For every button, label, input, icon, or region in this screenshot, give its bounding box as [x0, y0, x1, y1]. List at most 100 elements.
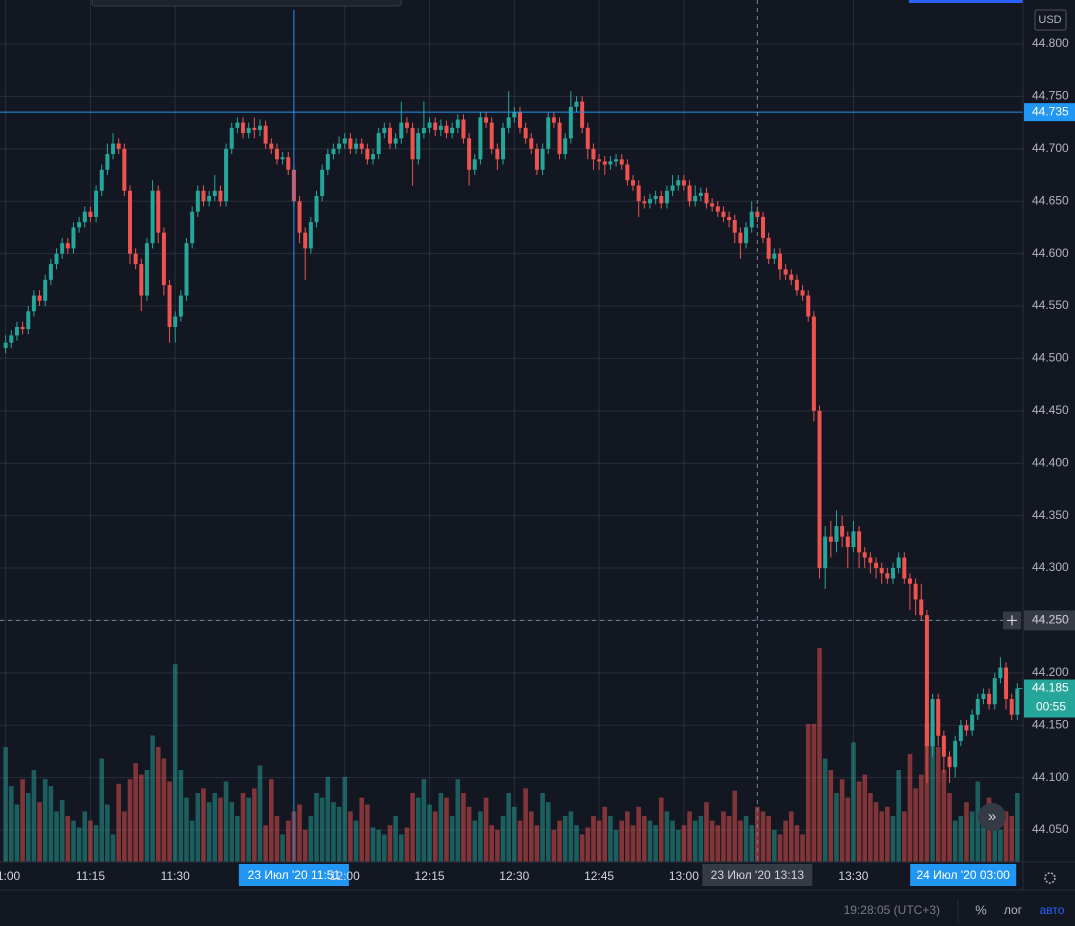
candle-body: [517, 112, 522, 128]
candle-body: [144, 243, 149, 296]
candle-body: [354, 143, 359, 149]
percent-button[interactable]: %: [975, 902, 987, 917]
auto-button[interactable]: авто: [1040, 903, 1065, 917]
volume-bar: [20, 779, 25, 862]
volume-bar: [591, 816, 596, 862]
volume-bar: [851, 742, 856, 862]
candle-body: [150, 190, 155, 244]
volume-bar: [613, 829, 619, 862]
candle-body: [88, 211, 93, 217]
candle-body: [681, 180, 686, 186]
volume-bar: [25, 793, 31, 862]
candle-body: [631, 180, 636, 186]
candle-body: [65, 243, 70, 249]
volume-bar: [252, 788, 257, 862]
candle-body: [195, 190, 200, 212]
volume-bar: [410, 793, 415, 862]
volume-bar: [195, 793, 201, 862]
candle-body: [489, 122, 494, 149]
volume-bar: [534, 825, 540, 862]
candle-body: [421, 127, 426, 134]
candle-body: [885, 573, 890, 579]
candle-body: [653, 195, 658, 200]
volume-bar: [749, 825, 755, 862]
candle-body: [896, 557, 901, 569]
volume-bar: [528, 811, 534, 862]
volume-bar: [483, 797, 489, 862]
settings-icon[interactable]: [1044, 872, 1056, 884]
candle-body: [512, 112, 517, 118]
volume-bar: [201, 788, 206, 862]
volume-bar: [952, 820, 958, 862]
candle-body: [495, 148, 500, 160]
candle-body: [161, 232, 166, 286]
candle-body: [139, 264, 144, 296]
candle-body: [625, 164, 630, 181]
candle-body: [156, 190, 161, 233]
candle-body: [461, 119, 466, 139]
volume-bar: [658, 797, 664, 862]
volume-bar: [110, 834, 116, 862]
y-tick-label: 44.550: [1032, 298, 1069, 312]
candle-body: [710, 203, 715, 207]
candle-body: [811, 316, 816, 411]
y-tick-label: 44.350: [1032, 508, 1069, 522]
volume-bar: [732, 790, 738, 862]
volume-bar: [461, 793, 466, 862]
volume-bar: [455, 779, 461, 862]
candle-body: [687, 185, 692, 202]
volume-bar: [523, 788, 528, 862]
top-indicator: [909, 0, 1023, 3]
candle-body: [732, 220, 737, 233]
day-label: 24 Июл '20 03:00: [916, 868, 1010, 882]
candle-body: [82, 211, 87, 223]
volume-bar: [353, 820, 359, 862]
log-button[interactable]: лог: [1004, 903, 1023, 917]
volume-bar: [1009, 816, 1014, 862]
candle-body: [404, 122, 409, 128]
candle-body: [416, 133, 421, 160]
candle-body: [26, 311, 31, 330]
volume-bar: [3, 747, 8, 862]
candle-body: [992, 678, 997, 705]
candle-body: [455, 119, 460, 128]
candle-body: [845, 536, 850, 548]
volume-bar: [845, 797, 851, 862]
volume-bar: [675, 829, 681, 862]
volume-bar: [466, 806, 472, 862]
clock: 19:28:05 (UTC+3): [844, 903, 940, 917]
candle-body: [438, 125, 443, 130]
currency-box[interactable]: [1034, 9, 1067, 31]
candle-body: [930, 699, 935, 747]
volume-bar: [280, 834, 285, 862]
volume-bar: [155, 747, 161, 862]
candle-body: [857, 531, 862, 553]
candle-body: [365, 148, 370, 160]
volume-bar: [924, 724, 930, 862]
volume-bar: [31, 770, 37, 862]
volume-bar: [743, 816, 749, 862]
candle-body: [71, 227, 76, 249]
volume-bar: [370, 827, 376, 862]
candle-body: [523, 127, 528, 139]
volume-bar: [817, 648, 822, 862]
volume-bar: [856, 781, 862, 862]
currency: USD: [1038, 14, 1061, 26]
overlay-layer: 44.735 23 Июл '20 11:51 23 Июл '20 13:13 44…: [0, 0, 1075, 886]
volume-bar: [359, 797, 365, 862]
volume-bar: [314, 793, 319, 862]
candle-body: [257, 125, 262, 130]
candle-body: [727, 216, 732, 221]
candle-body: [902, 557, 907, 579]
price-line-label: 44.735: [1032, 104, 1069, 118]
y-tick-label: 44.700: [1032, 141, 1069, 155]
volume-bar: [161, 758, 167, 862]
candle-body: [314, 195, 319, 223]
volume-bar: [93, 825, 99, 862]
candle-body: [772, 253, 777, 259]
candle-body: [433, 122, 438, 130]
volume-bar: [218, 797, 223, 862]
candle-body: [77, 222, 82, 228]
volume-bar: [579, 834, 585, 862]
scroll-button[interactable]: [978, 803, 1006, 831]
